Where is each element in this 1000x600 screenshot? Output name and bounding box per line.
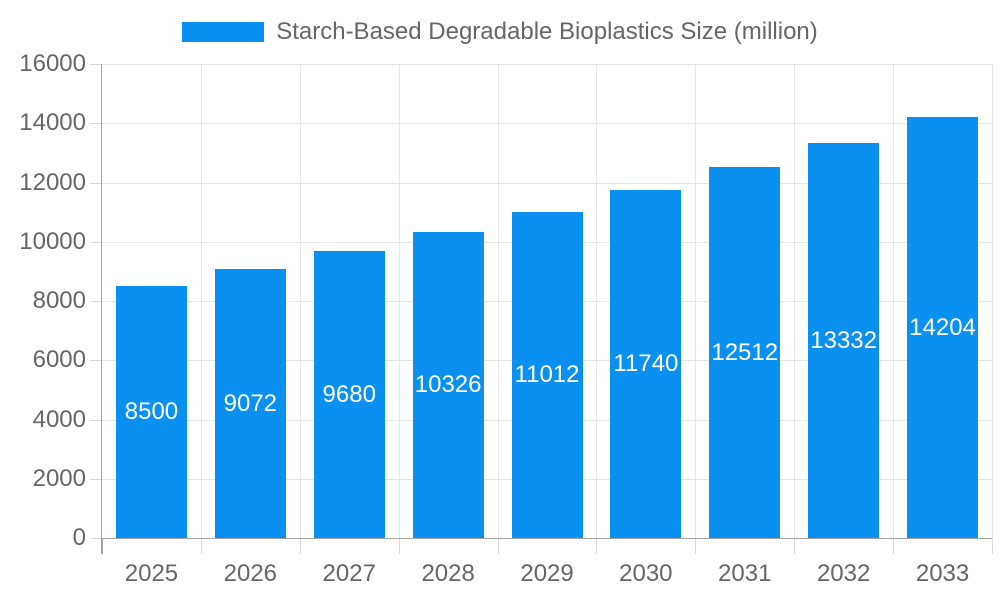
y-axis-label: 14000 bbox=[19, 109, 86, 137]
bar-2030[interactable] bbox=[610, 190, 682, 538]
bar-value-label: 10326 bbox=[414, 371, 482, 398]
x-axis-label: 2031 bbox=[718, 560, 772, 587]
y-axis-tick bbox=[90, 241, 102, 243]
bar-2026[interactable] bbox=[214, 269, 286, 538]
y-gridline bbox=[102, 182, 992, 184]
x-axis-tick bbox=[102, 538, 103, 554]
x-axis-tick bbox=[596, 538, 598, 554]
x-axis-label: 2028 bbox=[421, 560, 475, 587]
x-gridline bbox=[497, 64, 499, 538]
y-axis-tick bbox=[90, 478, 102, 480]
x-gridline bbox=[992, 64, 993, 538]
x-axis-line bbox=[101, 538, 992, 539]
x-gridline bbox=[893, 64, 895, 538]
legend-swatch-icon bbox=[182, 22, 265, 42]
bar-2031[interactable] bbox=[709, 167, 781, 538]
y-axis-tick bbox=[90, 301, 102, 302]
y-axis-label: 6000 bbox=[32, 346, 86, 374]
y-axis-tick bbox=[90, 538, 102, 539]
y-axis-label: 10000 bbox=[19, 227, 86, 255]
y-axis-tick bbox=[90, 123, 102, 125]
bar-2028[interactable] bbox=[412, 232, 484, 538]
y-axis-label: 4000 bbox=[32, 405, 86, 433]
bar-2032[interactable] bbox=[808, 143, 880, 538]
bar-value-label: 11012 bbox=[514, 360, 580, 388]
x-axis-label: 2032 bbox=[816, 560, 871, 587]
bar-2029[interactable] bbox=[511, 211, 583, 538]
bar-value-label: 14204 bbox=[909, 313, 976, 341]
x-axis-tick bbox=[893, 538, 895, 554]
y-axis-label: 16000 bbox=[19, 50, 86, 77]
bar-value-label: 9680 bbox=[322, 380, 376, 408]
x-axis-tick bbox=[794, 538, 796, 554]
x-axis-tick bbox=[299, 538, 301, 554]
x-gridline bbox=[299, 64, 301, 538]
x-axis-tick bbox=[200, 538, 202, 554]
legend[interactable]: Starch-Based Degradable Bioplastics Size… bbox=[0, 17, 1000, 47]
x-axis-label: 2030 bbox=[619, 560, 673, 587]
x-axis-label: 2029 bbox=[520, 560, 574, 587]
bar-value-label: 9072 bbox=[223, 389, 278, 417]
x-axis-label: 2025 bbox=[124, 560, 179, 587]
y-axis-tick bbox=[90, 419, 102, 421]
y-axis-tick bbox=[90, 360, 102, 362]
x-axis-tick bbox=[992, 538, 993, 554]
x-axis-tick bbox=[398, 538, 400, 554]
x-axis-label: 2033 bbox=[915, 560, 970, 587]
x-gridline bbox=[596, 64, 598, 538]
bar-value-label: 11740 bbox=[613, 350, 679, 378]
legend-label: Starch-Based Degradable Bioplastics Size… bbox=[276, 18, 818, 45]
y-axis-label: 0 bbox=[72, 524, 86, 551]
y-axis-label: 12000 bbox=[19, 168, 86, 196]
x-gridline bbox=[794, 64, 796, 538]
x-gridline bbox=[695, 64, 697, 538]
y-axis-tick bbox=[90, 64, 102, 65]
bar-value-label: 12512 bbox=[711, 338, 779, 366]
bar-2033[interactable] bbox=[907, 117, 979, 538]
bar-2025[interactable] bbox=[115, 286, 187, 538]
y-axis-label: 2000 bbox=[32, 464, 86, 492]
y-axis-tick bbox=[90, 182, 102, 184]
x-axis-tick bbox=[695, 538, 697, 554]
y-axis-label: 8000 bbox=[32, 287, 86, 314]
bar-2027[interactable] bbox=[313, 251, 385, 538]
y-gridline bbox=[102, 123, 992, 125]
x-axis-label: 2026 bbox=[223, 560, 278, 587]
x-axis-tick bbox=[497, 538, 499, 554]
bar-value-label: 13332 bbox=[810, 326, 877, 354]
y-gridline bbox=[102, 64, 992, 65]
bar-value-label: 8500 bbox=[124, 398, 179, 426]
y-axis-line bbox=[101, 64, 102, 554]
x-axis-label: 2027 bbox=[322, 560, 376, 587]
x-gridline bbox=[398, 64, 400, 538]
x-gridline bbox=[200, 64, 202, 538]
